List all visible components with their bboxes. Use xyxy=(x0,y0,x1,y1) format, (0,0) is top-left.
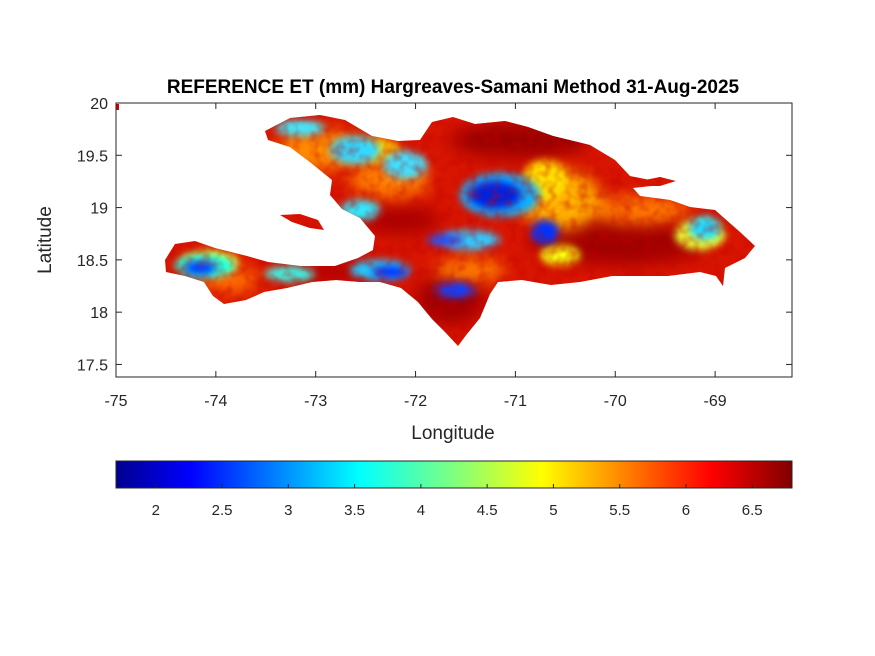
y-tick-label: 19.5 xyxy=(77,148,108,165)
colorbar-tick-label: 2.5 xyxy=(212,502,233,519)
colorbar-tick-label: 6 xyxy=(682,502,690,519)
colorbar-tick-label: 3.5 xyxy=(344,502,365,519)
colorbar-ticks: 2 2.5 3 3.5 4 4.5 5 5.5 6 6.5 xyxy=(152,484,763,519)
colorbar-tick-label: 3 xyxy=(284,502,292,519)
y-tick-label: 18.5 xyxy=(77,253,108,270)
y-tick-label: 17.5 xyxy=(77,357,108,374)
colorbar-tick-label: 5 xyxy=(549,502,557,519)
x-axis: -75 -74 -73 -72 -71 -70 -69 xyxy=(104,103,727,410)
colorbar-tick-label: 5.5 xyxy=(609,502,630,519)
x-tick-label: -72 xyxy=(404,393,427,410)
colorbar xyxy=(115,460,793,489)
x-tick-label: -75 xyxy=(104,393,127,410)
y-tick-label: 18 xyxy=(90,305,108,322)
y-axis-label: Latitude xyxy=(35,206,56,274)
x-tick-label: -73 xyxy=(304,393,327,410)
chart-title: REFERENCE ET (mm) Hargreaves-Samani Meth… xyxy=(167,77,740,98)
x-axis-label: Longitude xyxy=(411,423,494,444)
x-tick-label: -74 xyxy=(204,393,227,410)
colorbar-tick-label: 4.5 xyxy=(477,502,498,519)
x-tick-label: -70 xyxy=(604,393,627,410)
colorbar-tick-label: 4 xyxy=(417,502,425,519)
y-tick-label: 19 xyxy=(90,201,108,218)
y-tick-label: 20 xyxy=(90,96,108,113)
colorbar-tick-label: 2 xyxy=(152,502,160,519)
colorbar-tick-label: 6.5 xyxy=(742,502,763,519)
x-tick-label: -71 xyxy=(504,393,527,410)
x-tick-label: -69 xyxy=(704,393,727,410)
plot-frame xyxy=(115,102,793,378)
y-axis: 17.5 18 18.5 19 19.5 20 xyxy=(77,96,792,374)
corner-pixel xyxy=(116,104,119,110)
